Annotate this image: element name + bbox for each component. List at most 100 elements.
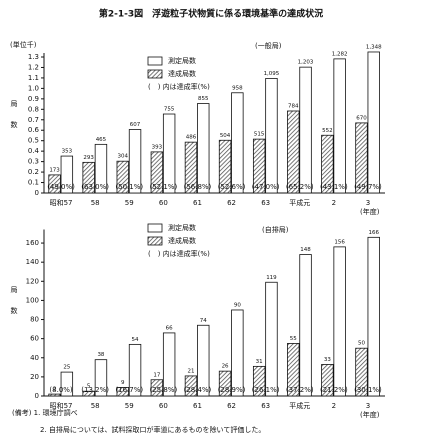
value-label: 33 [324, 357, 331, 363]
value-label: 55 [290, 336, 297, 342]
y-tick-label: 60 [30, 335, 39, 343]
bar [355, 122, 368, 194]
x-tick-label: 平成元 [289, 198, 310, 207]
bar [162, 113, 176, 194]
rate-label: (28.4%) [184, 386, 212, 394]
value-label: 1,348 [366, 44, 382, 50]
legend-label: 達成局数 [168, 236, 196, 245]
y-tick-label: 0.5 [28, 137, 39, 145]
bar [48, 174, 61, 194]
legend-swatch [147, 236, 163, 246]
y-tick-label: 160 [26, 239, 39, 247]
rate-label: (52.6%) [218, 183, 246, 191]
value-label: 173 [49, 167, 60, 173]
value-label: 855 [198, 96, 209, 102]
bar [321, 364, 334, 397]
x-tick-label: 63 [261, 199, 270, 207]
bar [355, 347, 368, 397]
bar [218, 139, 232, 194]
value-label: 156 [334, 239, 345, 245]
value-label: 90 [234, 302, 241, 308]
bar [265, 78, 278, 194]
value-label: 31 [256, 359, 263, 365]
value-label: 166 [368, 230, 379, 236]
figure-title: 第2-1-3図 浮遊粒子状物質に係る環境基準の達成状況 [99, 8, 323, 20]
bar [197, 103, 210, 194]
rate-label: (43.1%) [320, 183, 348, 191]
value-label: 50 [358, 341, 365, 347]
value-label: 353 [62, 149, 73, 155]
bar [197, 324, 210, 397]
x-tick-label: 59 [125, 402, 134, 410]
x-tick-label: 3 [366, 402, 370, 410]
legend-label: 測定局数 [168, 56, 196, 65]
value-label: 486 [186, 135, 197, 141]
rate-label: (52.1%) [149, 183, 177, 191]
y-label: 局数 [10, 100, 18, 142]
value-label: 148 [300, 247, 311, 253]
bar [60, 371, 74, 397]
note: (備考) 1. 環境庁調べ [12, 408, 78, 417]
rate-label: (25.8%) [149, 386, 177, 394]
bar [287, 110, 300, 194]
x-tick-label: 58 [91, 402, 100, 410]
bar [287, 343, 300, 397]
x-tick-label: 昭和57 [50, 401, 73, 410]
x-unit: (年度) [360, 410, 380, 419]
bar [367, 236, 380, 397]
bar [94, 143, 108, 194]
y-tick-label: 140 [26, 258, 39, 266]
rate-label: (37.2%) [286, 386, 314, 394]
value-label: 515 [254, 132, 265, 138]
x-tick-label: 62 [227, 199, 236, 207]
rate-label: (21.2%) [320, 386, 348, 394]
value-label: 66 [166, 325, 173, 331]
bar [150, 151, 164, 194]
bar [252, 138, 266, 194]
value-label: 38 [97, 352, 104, 358]
legend-swatch [147, 56, 163, 66]
y-label: 局数 [10, 286, 18, 328]
x-tick-label: 2 [332, 402, 336, 410]
rate-note: ( ) 内は達成率(%) [148, 82, 210, 91]
y-tick-label: 0 [35, 189, 39, 197]
x-tick-label: 平成元 [289, 401, 310, 410]
y-tick-label: 0.8 [28, 105, 39, 113]
y-tick-label: 0.4 [28, 147, 40, 155]
rate-label: (47.0%) [252, 183, 280, 191]
bar [82, 390, 95, 397]
y-unit: (単位千) [10, 40, 37, 49]
y-tick-label: 0.2 [28, 168, 39, 176]
bar [48, 393, 61, 397]
y-tick-label: 0 [35, 392, 39, 400]
note: 2. 自排局については、試料採取口が車道にあるものを除いて評価した。 [40, 425, 265, 434]
rate-label: (8.0%) [49, 386, 73, 394]
value-label: 5 [87, 384, 91, 390]
x-tick-label: 58 [91, 199, 100, 207]
value-label: 293 [83, 155, 94, 161]
y-tick-label: 40 [30, 354, 39, 362]
value-label: 755 [164, 107, 175, 113]
value-label: 21 [187, 368, 194, 374]
rate-label: (65.2%) [286, 183, 314, 191]
bar [82, 161, 95, 194]
rate-label: (13.2%) [81, 386, 109, 394]
x-tick-label: 60 [159, 402, 168, 410]
annotation: (自排局) [262, 225, 289, 234]
bar [231, 92, 244, 194]
rate-note: ( ) 内は達成率(%) [148, 249, 210, 258]
bar [116, 160, 129, 194]
bar [184, 141, 198, 194]
y-tick-label: 100 [26, 296, 39, 304]
bar [299, 66, 312, 194]
value-label: 2 [53, 387, 57, 393]
bar [128, 343, 142, 397]
value-label: 393 [152, 144, 163, 150]
x-unit: (年度) [360, 207, 380, 216]
y-tick-label: 1.0 [28, 84, 39, 92]
value-label: 1,282 [332, 51, 348, 57]
bar [231, 309, 244, 397]
value-label: 74 [200, 318, 207, 324]
